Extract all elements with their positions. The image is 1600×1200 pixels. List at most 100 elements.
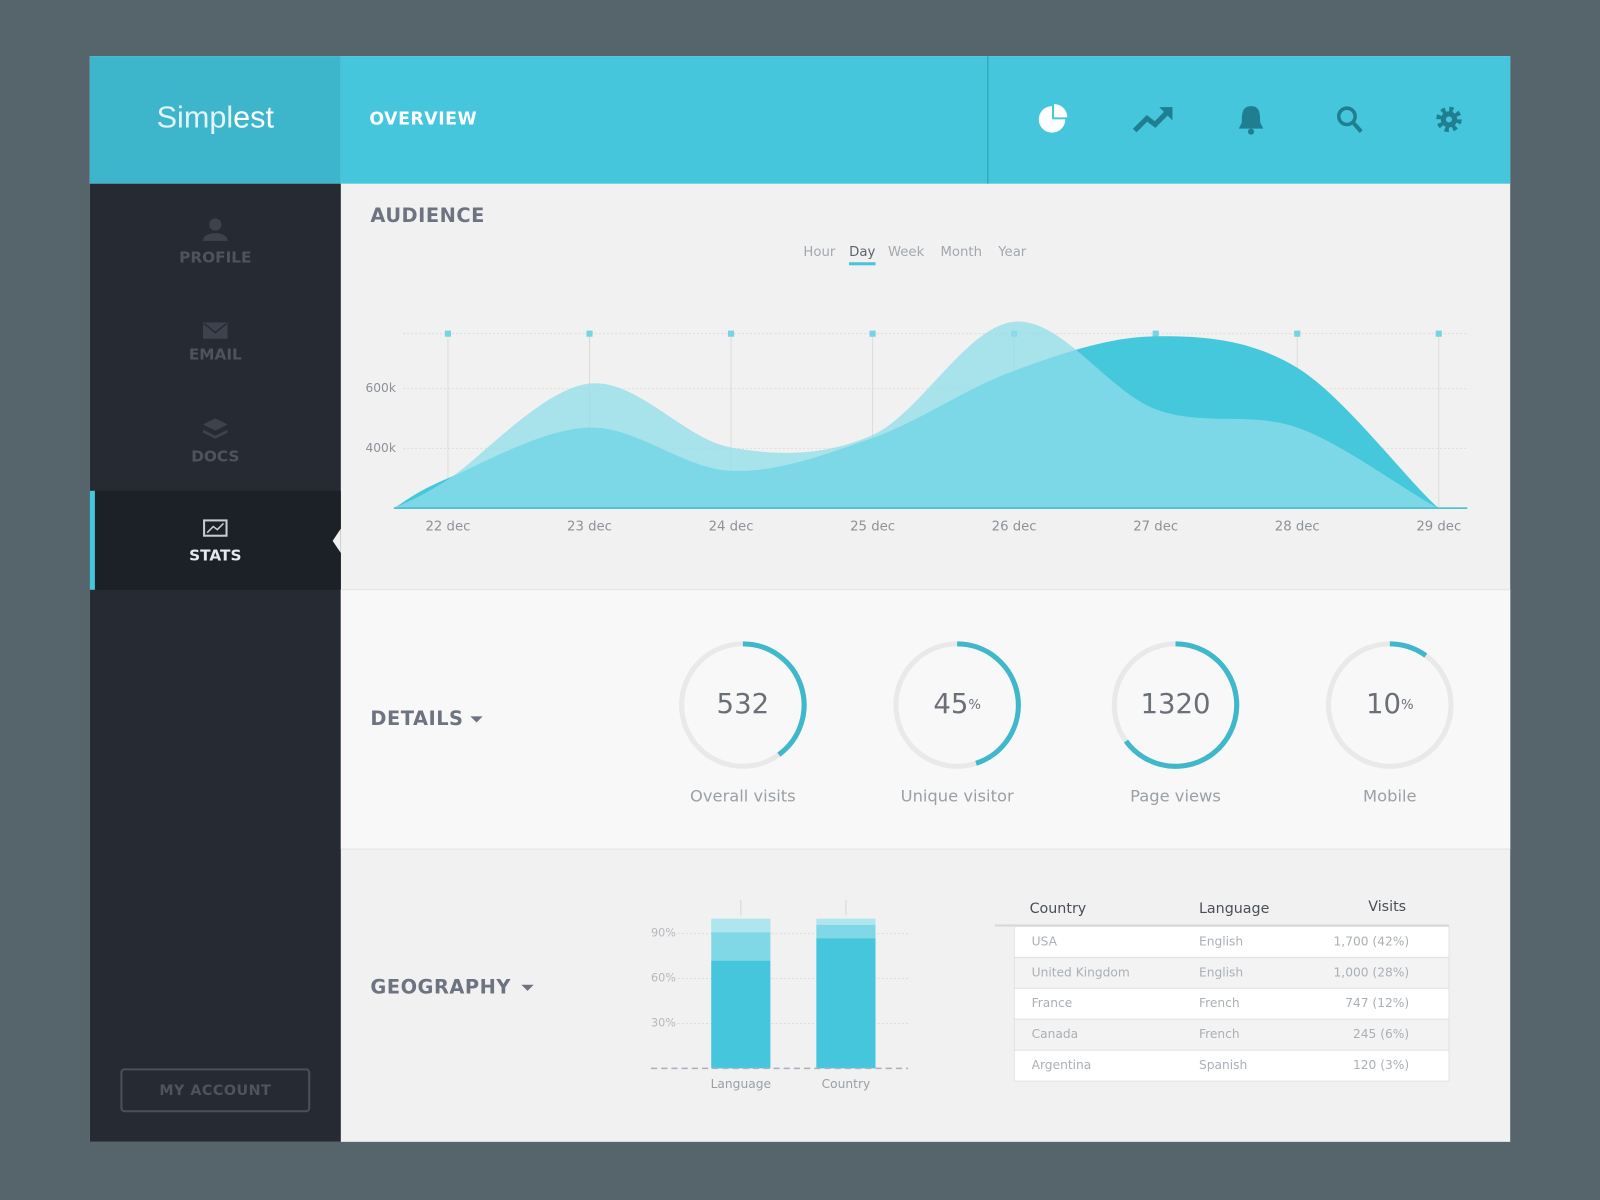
x-grid-marker (1152, 330, 1159, 337)
gear-teeth (1436, 106, 1462, 133)
gauge-unit: % (1401, 698, 1414, 713)
x-tick-label: 22 dec (425, 520, 470, 535)
x-tick-label: 28 dec (1275, 520, 1320, 535)
nav-item[interactable]: EMAIL (189, 346, 242, 364)
gauge-label: Overall visits (690, 786, 796, 805)
table-cell: 120 (3%) (1353, 1058, 1409, 1072)
table-cell: English (1199, 934, 1243, 948)
sidebar-icons (203, 218, 228, 439)
sidebar-active-accent (89, 490, 95, 590)
bar-segment (711, 918, 771, 933)
bell-clapper (1247, 128, 1255, 135)
pie-icon-body (1038, 106, 1066, 133)
table-cell: Argentina (1032, 1058, 1092, 1072)
bar-segment (816, 938, 876, 1069)
time-tab[interactable]: Year (997, 245, 1027, 260)
account-button[interactable] (120, 1068, 311, 1113)
x-tick-label: 29 dec (1416, 520, 1461, 535)
table-header: Visits (1368, 899, 1406, 915)
active-pointer (332, 528, 341, 554)
docs-icon-top (203, 418, 228, 431)
gauge-arc (742, 641, 807, 757)
table-cell: Spanish (1199, 1058, 1247, 1072)
x-grid-marker (1294, 330, 1301, 337)
gauge-arc (1123, 641, 1240, 769)
nav-item[interactable]: PROFILE (179, 249, 251, 267)
x-tick-label: 24 dec (709, 520, 754, 535)
icon-pie[interactable] (1038, 104, 1068, 133)
y-tick-label: 60% (651, 972, 676, 985)
stats-icon-line (206, 522, 225, 534)
bar-segment (711, 932, 771, 961)
x-tick-label: 27 dec (1133, 520, 1178, 535)
icon-search[interactable] (1336, 106, 1363, 133)
table-cell: Canada (1032, 1027, 1079, 1041)
dropdown-caret[interactable] (470, 716, 483, 723)
nav-item[interactable]: DOCS (191, 448, 239, 466)
x-tick-label: Country (822, 1077, 871, 1091)
dropdown-caret[interactable] (521, 984, 534, 991)
table-cell: 1,700 (42%) (1334, 934, 1410, 948)
stats-icon-screen (203, 519, 228, 537)
profile-icon-head (209, 218, 222, 231)
gauge-number: 10 (1366, 688, 1401, 720)
logo-cell (89, 56, 341, 184)
x-grid-marker (727, 330, 735, 337)
icon-settings[interactable] (1436, 106, 1462, 133)
account-button-label[interactable]: MY ACCOUNT (159, 1083, 271, 1099)
y-tick-label: 400k (365, 441, 396, 455)
gauge-number: 532 (717, 688, 770, 720)
pie-icon-slice (1054, 104, 1068, 118)
gauge-label: Unique visitor (901, 786, 1014, 805)
x-grid-marker (1435, 330, 1442, 337)
time-tab[interactable]: Week (888, 245, 925, 260)
area-series (393, 321, 1468, 509)
page-title: OVERVIEW (369, 109, 477, 129)
nav-item[interactable]: STATS (189, 547, 241, 565)
x-grid-marker (869, 330, 876, 337)
table-cell: French (1199, 1027, 1240, 1041)
icon-bell[interactable] (1238, 106, 1264, 135)
table-cell: United Kingdom (1032, 965, 1130, 979)
table-cell: English (1199, 965, 1243, 979)
table-row (1013, 956, 1450, 989)
sidebar (89, 183, 341, 1142)
x-grid-marker (444, 330, 452, 337)
table-cell: France (1032, 996, 1073, 1010)
y-tick-label: 90% (651, 927, 676, 940)
time-tab[interactable]: Month (940, 245, 982, 260)
search-lens (1336, 106, 1357, 127)
gauge-label: Mobile (1363, 786, 1417, 805)
gauge-value: 10% (1366, 688, 1414, 720)
gauge-unit: % (968, 698, 981, 713)
gauge-value: 1320 (1140, 688, 1210, 720)
bell-body (1238, 106, 1264, 129)
section-title[interactable]: GEOGRAPHY (370, 975, 511, 998)
table-row (1013, 1018, 1450, 1051)
time-tab[interactable]: Day (849, 245, 875, 260)
section-title[interactable]: DETAILS (370, 707, 463, 730)
trend-line (1132, 109, 1171, 133)
docs-icon-base (203, 429, 228, 439)
gauge-arc (957, 641, 1021, 766)
time-tab[interactable]: Hour (803, 245, 835, 260)
table-row (1013, 1049, 1450, 1082)
sidebar-active-row (89, 490, 341, 590)
email-icon-flap (203, 322, 228, 334)
search-handle (1351, 121, 1363, 133)
x-tick-label: Language (711, 1077, 771, 1091)
logo: Simplest (157, 100, 275, 134)
table-cell: French (1199, 996, 1240, 1010)
x-tick-label: 23 dec (567, 520, 612, 535)
logo-light: Simpl (157, 100, 234, 134)
gauge-value: 532 (717, 688, 770, 720)
logo-bold: est (233, 100, 274, 134)
tab-underline (848, 262, 876, 266)
table-cell: 245 (6%) (1353, 1027, 1409, 1041)
table-cell: 1,000 (28%) (1334, 965, 1410, 979)
gauge-label: Page views (1130, 786, 1221, 805)
profile-icon-body (203, 233, 228, 241)
section-title: AUDIENCE (370, 204, 484, 227)
